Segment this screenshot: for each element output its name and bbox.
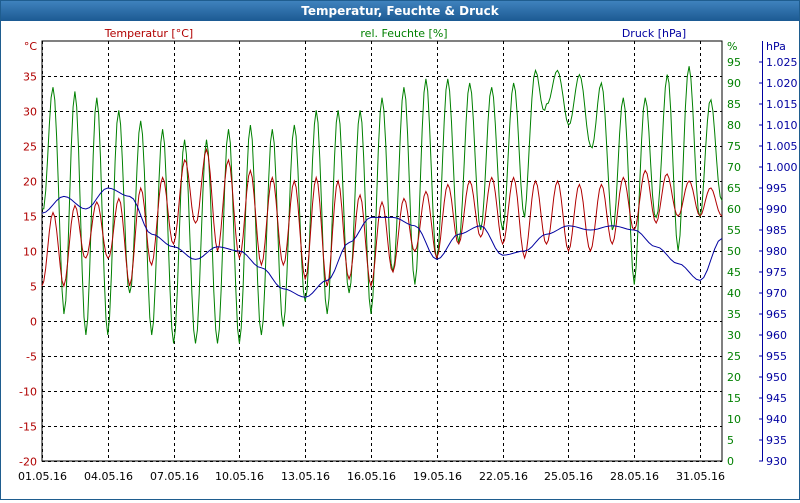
x-tick-label: 28.05.16 bbox=[610, 470, 659, 483]
y-tick-label-pressure: 955 bbox=[766, 350, 787, 363]
y-tick-label-pressure: 1.025 bbox=[766, 56, 798, 69]
y-axis-unit-humidity: % bbox=[727, 40, 737, 53]
grid bbox=[41, 40, 723, 462]
y-tick-label-pressure: 965 bbox=[766, 308, 787, 321]
y-tick-label-temp: 30 bbox=[23, 106, 37, 119]
x-tick-label: 31.05.16 bbox=[676, 470, 725, 483]
x-tick-label: 04.05.16 bbox=[84, 470, 133, 483]
y-tick-label-humidity: 45 bbox=[727, 266, 741, 279]
y-tick-label-pressure: 1.020 bbox=[766, 77, 798, 90]
y-tick-label-humidity: 5 bbox=[727, 434, 734, 447]
y-tick-label-humidity: 55 bbox=[727, 224, 741, 237]
y-tick-label-pressure: 960 bbox=[766, 329, 787, 342]
y-tick-label-temp: -15 bbox=[19, 421, 37, 434]
y-tick-label-pressure: 940 bbox=[766, 413, 787, 426]
y-tick-label-pressure: 1.000 bbox=[766, 161, 798, 174]
y-tick-label-humidity: 0 bbox=[727, 455, 734, 468]
y-tick-label-humidity: 60 bbox=[727, 203, 741, 216]
y-tick-label-pressure: 995 bbox=[766, 182, 787, 195]
y-tick-label-pressure: 975 bbox=[766, 266, 787, 279]
y-tick-label-temp: 5 bbox=[30, 281, 37, 294]
y-tick-label-temp: 25 bbox=[23, 141, 37, 154]
y-tick-label-temp: -5 bbox=[26, 351, 37, 364]
y-tick-label-humidity: 75 bbox=[727, 140, 741, 153]
y-tick-label-humidity: 85 bbox=[727, 98, 741, 111]
y-tick-label-temp: 35 bbox=[23, 71, 37, 84]
y-tick-label-temp: 20 bbox=[23, 176, 37, 189]
y-tick-label-pressure: 990 bbox=[766, 203, 787, 216]
axes: -20 -15 -10 -5 0 5 10 15 20 25 30 35 °C 0 5 10 15 20 25 30 3… bbox=[18, 27, 797, 483]
y-tick-label-humidity: 15 bbox=[727, 392, 741, 405]
y-tick-label-temp: 10 bbox=[23, 246, 37, 259]
x-tick-label: 10.05.16 bbox=[215, 470, 264, 483]
y-tick-label-humidity: 65 bbox=[727, 182, 741, 195]
chart-canvas: -20 -15 -10 -5 0 5 10 15 20 25 30 35 °C 0 5 10 15 20 25 30 3… bbox=[18, 27, 797, 483]
y-tick-label-pressure: 935 bbox=[766, 434, 787, 447]
y-tick-label-humidity: 10 bbox=[727, 413, 741, 426]
y-tick-label-pressure: 950 bbox=[766, 371, 787, 384]
series-line-pressure bbox=[41, 187, 723, 298]
y-tick-label-temp: 0 bbox=[30, 316, 37, 329]
y-tick-label-pressure: 930 bbox=[766, 455, 787, 468]
legend-humidity: rel. Feuchte [%] bbox=[360, 27, 447, 40]
y-axis-unit-temp: °C bbox=[24, 40, 38, 53]
y-tick-label-pressure: 970 bbox=[766, 287, 787, 300]
y-tick-label-humidity: 35 bbox=[727, 308, 741, 321]
x-tick-label: 13.05.16 bbox=[281, 470, 330, 483]
x-tick-label: 01.05.16 bbox=[18, 470, 67, 483]
x-tick-label: 16.05.16 bbox=[347, 470, 396, 483]
y-tick-label-humidity: 90 bbox=[727, 77, 741, 90]
window-title: Temperatur, Feuchte & Druck bbox=[1, 1, 799, 21]
y-tick-label-pressure: 945 bbox=[766, 392, 787, 405]
x-tick-label: 25.05.16 bbox=[544, 470, 593, 483]
y-tick-label-humidity: 70 bbox=[727, 161, 741, 174]
y-tick-label-temp: 15 bbox=[23, 211, 37, 224]
series-layer bbox=[41, 66, 723, 344]
x-tick-label: 07.05.16 bbox=[150, 470, 199, 483]
y-tick-label-pressure: 1.010 bbox=[766, 119, 798, 132]
legend-pressure: Druck [hPa] bbox=[622, 27, 686, 40]
y-tick-label-pressure: 1.005 bbox=[766, 140, 798, 153]
y-axis-unit-pressure: hPa bbox=[766, 40, 786, 53]
y-tick-label-humidity: 95 bbox=[727, 56, 741, 69]
y-tick-label-humidity: 40 bbox=[727, 287, 741, 300]
y-tick-label-pressure: 980 bbox=[766, 245, 787, 258]
legend-temperature: Temperatur [°C] bbox=[104, 27, 193, 40]
y-tick-label-pressure: 1.015 bbox=[766, 98, 798, 111]
y-tick-label-temp: -10 bbox=[19, 386, 37, 399]
y-tick-label-pressure: 985 bbox=[766, 224, 787, 237]
x-tick-label: 19.05.16 bbox=[413, 470, 462, 483]
y-tick-label-humidity: 30 bbox=[727, 329, 741, 342]
x-tick-label: 22.05.16 bbox=[479, 470, 528, 483]
series-line-temperature bbox=[41, 147, 723, 288]
series-line-humidity bbox=[41, 66, 723, 344]
y-tick-label-humidity: 20 bbox=[727, 371, 741, 384]
y-tick-label-humidity: 50 bbox=[727, 245, 741, 258]
y-tick-label-humidity: 80 bbox=[727, 119, 741, 132]
y-tick-label-temp: -20 bbox=[19, 456, 37, 469]
y-tick-label-humidity: 25 bbox=[727, 350, 741, 363]
